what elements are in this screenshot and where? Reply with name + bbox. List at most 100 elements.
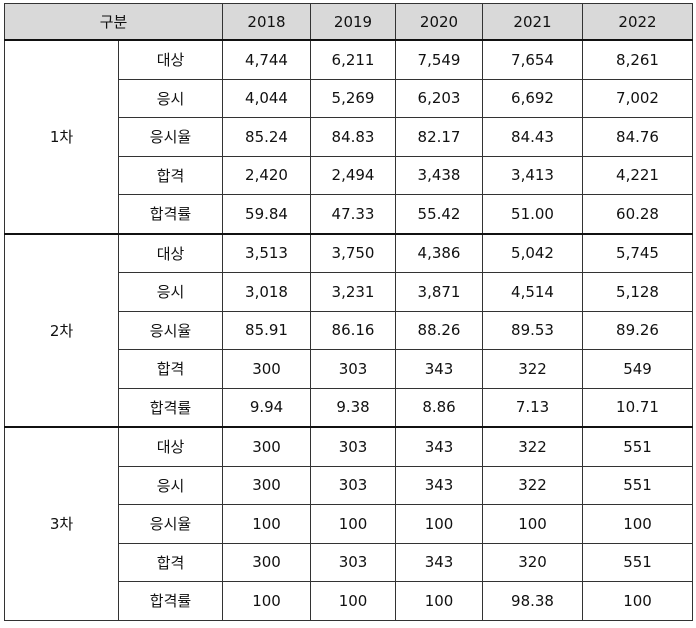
group-label: 1차 <box>4 39 119 234</box>
cell-value: 84.43 <box>482 117 584 157</box>
row-label: 응시율 <box>117 310 224 350</box>
table-row: 응시율 85.24 84.83 82.17 84.43 84.76 <box>5 117 694 157</box>
table-row: 합격률 9.94 9.38 8.86 7.13 10.71 <box>5 387 694 428</box>
cell-value: 3,438 <box>395 155 484 195</box>
cell-value: 3,871 <box>395 272 484 312</box>
cell-value: 9.94 <box>222 387 312 428</box>
year-header: 2020 <box>395 3 484 41</box>
row-label: 합격 <box>117 155 224 195</box>
row-label: 대상 <box>117 39 224 80</box>
cell-value: 5,128 <box>582 272 694 312</box>
cell-value: 322 <box>482 349 584 389</box>
cell-value: 10.71 <box>582 387 694 428</box>
cell-value: 89.53 <box>482 310 584 350</box>
cell-value: 3,750 <box>310 232 397 273</box>
row-label: 합격률 <box>117 194 224 234</box>
cell-value: 4,221 <box>582 155 694 195</box>
table-row: 합격 2,420 2,494 3,438 3,413 4,221 <box>5 155 694 195</box>
cell-value: 322 <box>482 426 584 467</box>
cell-value: 343 <box>395 465 484 505</box>
year-header: 2018 <box>222 3 312 41</box>
cell-value: 82.17 <box>395 117 484 157</box>
cell-value: 2,420 <box>222 155 312 195</box>
cell-value: 3,018 <box>222 272 312 312</box>
cell-value: 84.76 <box>582 117 694 157</box>
cell-value: 4,514 <box>482 272 584 312</box>
cell-value: 100 <box>582 581 694 621</box>
row-label: 합격 <box>117 542 224 582</box>
cell-value: 303 <box>310 426 397 467</box>
cell-value: 100 <box>482 504 584 544</box>
group-label: 3차 <box>4 426 119 621</box>
cell-value: 6,203 <box>395 78 484 118</box>
cell-value: 303 <box>310 349 397 389</box>
year-header: 2022 <box>582 3 694 41</box>
cell-value: 3,513 <box>222 232 312 273</box>
cell-value: 3,413 <box>482 155 584 195</box>
cell-value: 5,269 <box>310 78 397 118</box>
row-label: 응시 <box>117 272 224 312</box>
cell-value: 3,231 <box>310 272 397 312</box>
cell-value: 100 <box>395 504 484 544</box>
cell-value: 5,745 <box>582 232 694 273</box>
row-label: 응시 <box>117 465 224 505</box>
cell-value: 85.24 <box>222 117 312 157</box>
cell-value: 6,692 <box>482 78 584 118</box>
cell-value: 303 <box>310 465 397 505</box>
cell-value: 343 <box>395 426 484 467</box>
row-label: 대상 <box>117 426 224 467</box>
cell-value: 100 <box>395 581 484 621</box>
table-body: 1차 대상 4,744 6,211 7,549 7,654 8,261 응시 4,044 5,26… <box>4 39 694 621</box>
cell-value: 4,044 <box>222 78 312 118</box>
cell-value: 549 <box>582 349 694 389</box>
cell-value: 89.26 <box>582 310 694 350</box>
cell-value: 4,386 <box>395 232 484 273</box>
year-header: 2021 <box>482 3 584 41</box>
table-row: 2차 대상 3,513 3,750 4,386 5,042 5,745 <box>4 232 694 428</box>
cell-value: 7,549 <box>395 39 484 80</box>
cell-value: 343 <box>395 349 484 389</box>
cell-value: 5,042 <box>482 232 584 273</box>
data-table: 구분 2018 2019 2020 2021 2022 1차 대상 4,744 6,211 7,5… <box>3 3 694 621</box>
cell-value: 60.28 <box>582 194 694 234</box>
row-label: 응시율 <box>117 504 224 544</box>
cell-value: 59.84 <box>222 194 312 234</box>
row-label: 응시율 <box>117 117 224 157</box>
table-header: 구분 2018 2019 2020 2021 2022 <box>3 3 694 41</box>
cell-value: 322 <box>482 465 584 505</box>
table-row: 1차 대상 4,744 6,211 7,549 7,654 8,261 <box>4 39 694 234</box>
cell-value: 4,744 <box>222 39 312 80</box>
cell-value: 300 <box>222 465 312 505</box>
row-label: 대상 <box>117 232 224 273</box>
cell-value: 320 <box>482 542 584 582</box>
cell-value: 551 <box>582 465 694 505</box>
cell-value: 100 <box>222 504 312 544</box>
cell-value: 303 <box>310 542 397 582</box>
table-row: 응시 300 303 343 322 551 <box>5 465 694 505</box>
cell-value: 551 <box>582 426 694 467</box>
cell-value: 343 <box>395 542 484 582</box>
cell-value: 8.86 <box>395 387 484 428</box>
table-row: 응시 4,044 5,269 6,203 6,692 7,002 <box>5 78 694 118</box>
cell-value: 6,211 <box>310 39 397 80</box>
cell-value: 9.38 <box>310 387 397 428</box>
cell-value: 300 <box>222 542 312 582</box>
cell-value: 85.91 <box>222 310 312 350</box>
cell-value: 47.33 <box>310 194 397 234</box>
cell-value: 2,494 <box>310 155 397 195</box>
row-label: 응시 <box>117 78 224 118</box>
cell-value: 86.16 <box>310 310 397 350</box>
cell-value: 8,261 <box>582 39 694 80</box>
cell-value: 7,002 <box>582 78 694 118</box>
header-label: 구분 <box>3 3 224 41</box>
cell-value: 100 <box>310 504 397 544</box>
header-row: 구분 2018 2019 2020 2021 2022 <box>3 3 694 41</box>
table-row: 합격률 59.84 47.33 55.42 51.00 60.28 <box>5 194 694 234</box>
cell-value: 551 <box>582 542 694 582</box>
cell-value: 7.13 <box>482 387 584 428</box>
cell-value: 7,654 <box>482 39 584 80</box>
year-header: 2019 <box>310 3 397 41</box>
table-row: 응시율 100 100 100 100 100 <box>5 504 694 544</box>
cell-value: 51.00 <box>482 194 584 234</box>
